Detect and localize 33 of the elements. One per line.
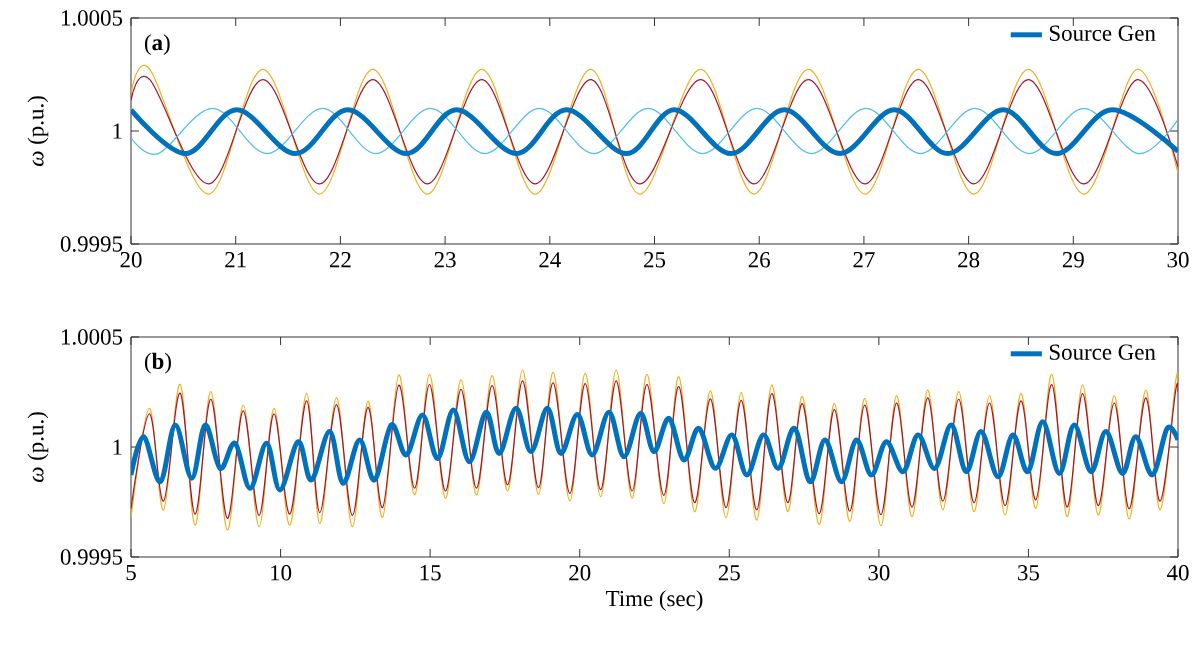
x-tick-label: 23 <box>434 252 456 268</box>
x-tick-label: 25 <box>718 565 740 581</box>
x-tick-label: 29 <box>1062 252 1084 268</box>
x-tick-label: 10 <box>271 565 292 581</box>
x-tick-label: 40 <box>1166 565 1189 581</box>
legend-label: Source Gen <box>1049 344 1156 360</box>
x-tick-label: 35 <box>1018 565 1039 581</box>
x-tick-label: 22 <box>329 252 351 268</box>
y-axis-title: ω (p.u.) <box>27 96 49 167</box>
x-tick-label: 28 <box>958 252 980 268</box>
y-tick-label: 1 <box>113 123 122 139</box>
x-tick-label: 25 <box>644 252 666 268</box>
x-tick-label: 27 <box>853 252 875 268</box>
x-tick-label: 26 <box>748 252 770 268</box>
legend-label: Source Gen <box>1049 25 1156 41</box>
y-tick-label: 0.9995 <box>60 236 123 252</box>
annotation: (a) <box>144 34 170 55</box>
x-tick-label: 30 <box>868 565 890 581</box>
x-axis-title: Time (sec) <box>606 590 703 611</box>
x-tick-label: 20 <box>569 565 591 581</box>
x-tick-label: 20 <box>120 252 142 268</box>
x-tick-label: 15 <box>420 565 441 581</box>
x-tick-label: 21 <box>225 252 246 268</box>
y-tick-label: 1 <box>113 439 122 455</box>
x-tick-label: 24 <box>539 252 561 268</box>
x-tick-label: 5 <box>126 565 136 581</box>
line-series <box>131 405 1179 493</box>
y-axis-title: ω (p.u.) <box>27 412 49 483</box>
y-tick-label: 1.0005 <box>61 329 123 345</box>
annotation: (b) <box>144 352 171 374</box>
y-tick-label: 0.9995 <box>60 549 123 565</box>
x-tick-label: 30 <box>1167 252 1189 268</box>
y-tick-label: 1.0005 <box>61 10 123 26</box>
